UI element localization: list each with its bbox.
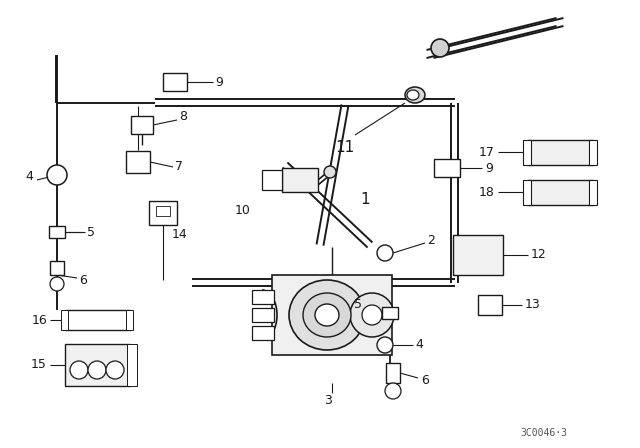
Circle shape bbox=[47, 165, 67, 185]
Bar bbox=[528, 140, 593, 165]
Bar bbox=[127, 344, 137, 386]
Text: 2: 2 bbox=[427, 234, 435, 247]
Ellipse shape bbox=[405, 87, 425, 103]
Ellipse shape bbox=[315, 304, 339, 326]
Bar bbox=[65, 344, 130, 386]
Text: 9: 9 bbox=[215, 76, 223, 89]
Circle shape bbox=[431, 39, 449, 57]
Text: 3C0046·3: 3C0046·3 bbox=[520, 428, 567, 438]
Text: 13: 13 bbox=[525, 298, 541, 311]
Bar bbox=[163, 73, 187, 91]
Text: 9: 9 bbox=[485, 161, 493, 175]
Text: 7: 7 bbox=[175, 160, 183, 173]
Bar bbox=[149, 201, 177, 225]
Bar bbox=[386, 363, 400, 383]
Circle shape bbox=[106, 361, 124, 379]
Circle shape bbox=[385, 383, 401, 399]
Circle shape bbox=[70, 361, 88, 379]
Bar bbox=[252, 290, 274, 304]
Circle shape bbox=[377, 245, 393, 261]
Bar bbox=[49, 226, 65, 238]
Circle shape bbox=[377, 337, 393, 353]
Text: 6: 6 bbox=[421, 374, 429, 387]
Bar bbox=[262, 170, 282, 190]
Text: 18: 18 bbox=[479, 185, 495, 198]
Bar bbox=[61, 310, 68, 330]
Bar bbox=[589, 140, 597, 165]
Text: 15: 15 bbox=[31, 358, 47, 371]
Bar bbox=[252, 326, 274, 340]
Ellipse shape bbox=[324, 166, 336, 178]
Bar bbox=[382, 307, 398, 319]
Ellipse shape bbox=[289, 280, 365, 350]
Circle shape bbox=[50, 277, 64, 291]
Ellipse shape bbox=[303, 293, 351, 337]
Bar bbox=[453, 235, 503, 275]
Bar bbox=[434, 159, 460, 177]
Bar bbox=[252, 308, 274, 322]
Bar bbox=[272, 275, 392, 355]
Text: 10: 10 bbox=[235, 203, 251, 216]
Ellipse shape bbox=[362, 305, 382, 325]
Text: 14: 14 bbox=[172, 228, 188, 241]
Circle shape bbox=[88, 361, 106, 379]
Bar bbox=[478, 295, 502, 315]
Text: 4: 4 bbox=[415, 339, 423, 352]
Text: 1: 1 bbox=[360, 193, 370, 207]
Ellipse shape bbox=[407, 90, 419, 100]
Text: 16: 16 bbox=[31, 314, 47, 327]
Bar bbox=[50, 261, 64, 275]
Text: 3: 3 bbox=[324, 395, 332, 408]
Bar bbox=[523, 180, 531, 205]
Text: 17: 17 bbox=[479, 146, 495, 159]
Ellipse shape bbox=[350, 293, 394, 337]
Text: 5: 5 bbox=[87, 225, 95, 238]
Bar bbox=[65, 310, 130, 330]
Text: 6: 6 bbox=[79, 275, 87, 288]
Bar bbox=[156, 206, 170, 216]
Bar bbox=[589, 180, 597, 205]
Bar bbox=[528, 180, 593, 205]
Text: 5: 5 bbox=[354, 298, 362, 311]
Bar bbox=[282, 168, 318, 192]
Text: 11: 11 bbox=[335, 141, 355, 155]
Bar bbox=[126, 310, 133, 330]
Text: 4: 4 bbox=[25, 171, 33, 184]
Text: 12: 12 bbox=[531, 249, 547, 262]
Bar bbox=[131, 116, 153, 134]
Bar bbox=[523, 140, 531, 165]
Text: 8: 8 bbox=[179, 111, 187, 124]
Bar bbox=[126, 151, 150, 173]
